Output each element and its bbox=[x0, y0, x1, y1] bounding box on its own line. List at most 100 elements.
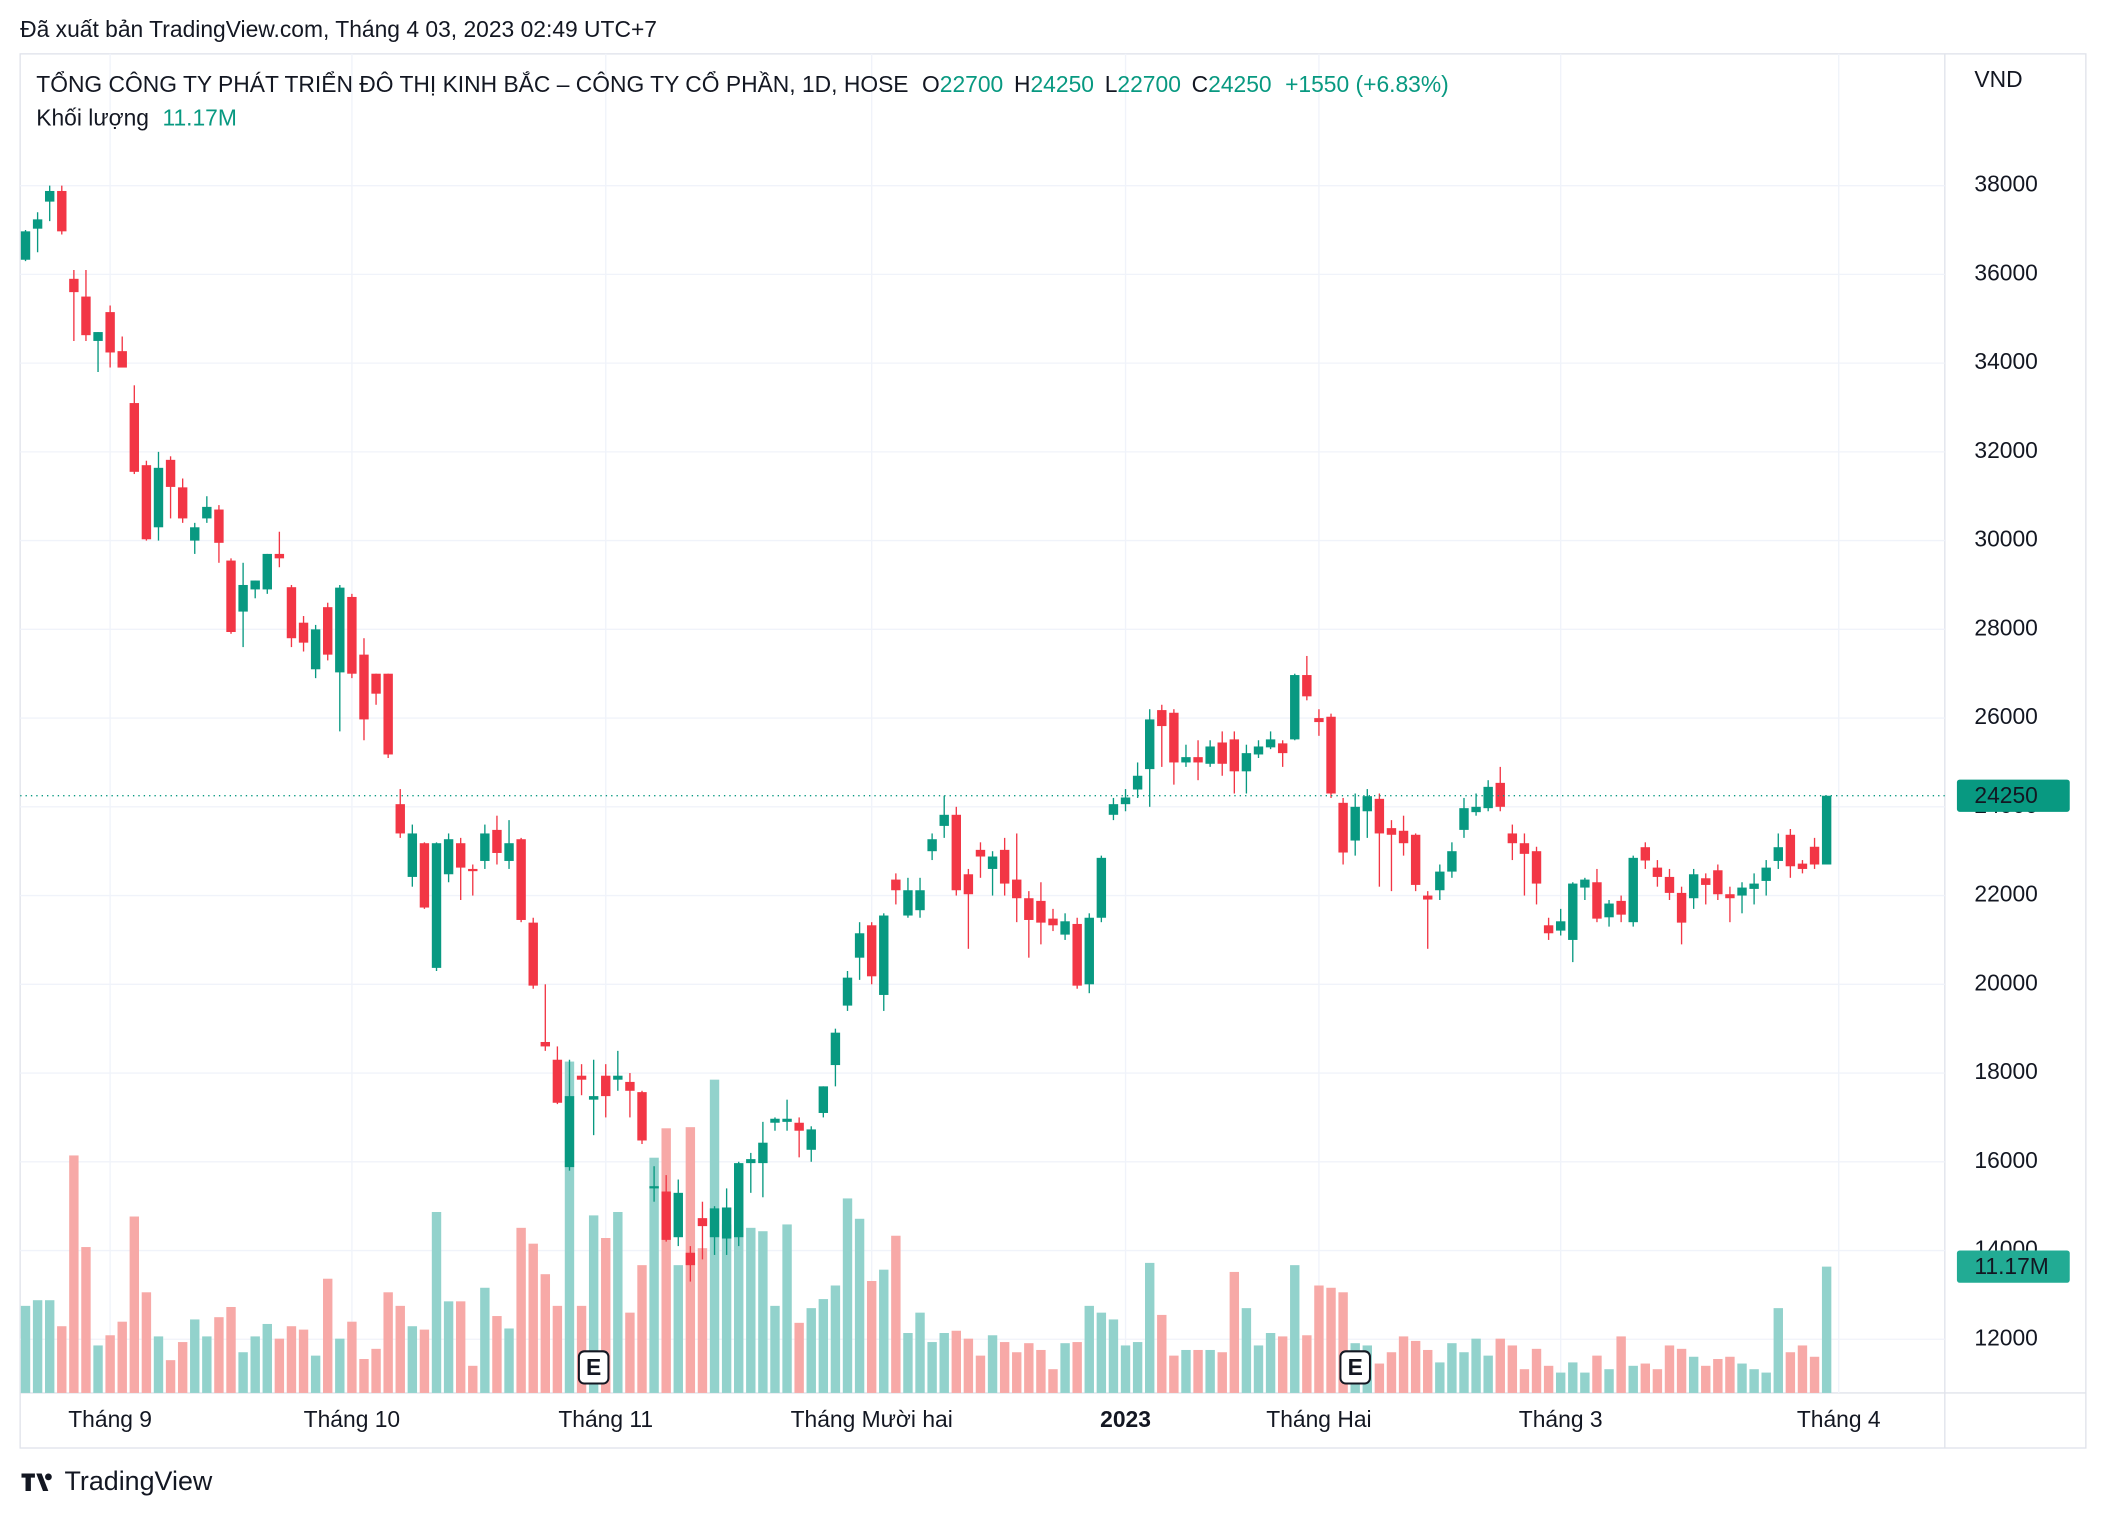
x-tick-label: Tháng Mười hai bbox=[791, 1406, 953, 1432]
volume-bar bbox=[407, 1326, 418, 1393]
volume-bar bbox=[1616, 1336, 1626, 1393]
candle-body bbox=[1096, 857, 1107, 918]
volume-bar bbox=[734, 1164, 744, 1393]
volume-bar bbox=[202, 1336, 212, 1393]
candle-body bbox=[1628, 857, 1638, 923]
volume-bar bbox=[1290, 1265, 1300, 1393]
candle-body bbox=[190, 527, 200, 541]
candle-body bbox=[250, 580, 260, 590]
volume-bar bbox=[1435, 1362, 1445, 1393]
candle-body bbox=[540, 1041, 551, 1047]
volume-bar bbox=[830, 1285, 841, 1393]
volume-bar bbox=[1725, 1356, 1735, 1393]
candle-body bbox=[1193, 757, 1203, 763]
candle-body bbox=[323, 607, 333, 655]
volume-bar bbox=[866, 1280, 877, 1393]
volume-bar bbox=[1628, 1365, 1638, 1393]
volume-bar bbox=[1423, 1349, 1433, 1393]
candle-body bbox=[1205, 746, 1215, 764]
ohlc-value: 24250 bbox=[1030, 71, 1093, 97]
x-tick-label: 2023 bbox=[1100, 1406, 1151, 1432]
y-tick-label: 22000 bbox=[1974, 881, 2037, 907]
candle-body bbox=[1580, 879, 1590, 888]
volume-bar bbox=[1459, 1352, 1469, 1393]
candle-body bbox=[528, 922, 538, 986]
ohlc-value: 22700 bbox=[1117, 71, 1180, 97]
volume-bar bbox=[105, 1335, 115, 1393]
candle-body bbox=[1483, 786, 1493, 809]
candle-body bbox=[1495, 782, 1505, 807]
candle-body bbox=[516, 839, 526, 920]
candle-body bbox=[866, 925, 877, 977]
x-tick-label: Tháng 11 bbox=[558, 1406, 653, 1432]
pane bbox=[20, 185, 1945, 1393]
volume-bar bbox=[1809, 1356, 1820, 1393]
candle-body bbox=[1435, 871, 1445, 891]
volume-bar bbox=[1410, 1340, 1421, 1393]
volume-bar bbox=[177, 1342, 188, 1393]
candle-body bbox=[1785, 834, 1796, 867]
volume-bar bbox=[214, 1317, 224, 1393]
candle-body bbox=[1217, 742, 1227, 764]
candle-body bbox=[262, 553, 272, 590]
volume-bar bbox=[1084, 1305, 1094, 1393]
candle-body bbox=[153, 467, 164, 528]
candle-body bbox=[649, 1186, 659, 1189]
volume-bar bbox=[516, 1227, 526, 1393]
volume-bar bbox=[613, 1211, 623, 1393]
candle-body bbox=[709, 1208, 720, 1238]
volume-bar bbox=[165, 1360, 176, 1393]
volume-bar bbox=[117, 1321, 127, 1393]
volume-bar bbox=[1302, 1335, 1312, 1393]
volume-bar bbox=[359, 1359, 369, 1393]
volume-bar bbox=[1507, 1345, 1518, 1393]
volume-bar bbox=[588, 1215, 599, 1393]
volume-tag-label: 11.17M bbox=[1974, 1253, 2048, 1279]
volume-bar bbox=[1193, 1349, 1203, 1393]
candle-body bbox=[383, 673, 393, 755]
volume-bar bbox=[1580, 1372, 1590, 1393]
volume-bar bbox=[371, 1348, 381, 1393]
candle-body bbox=[1314, 718, 1324, 723]
volume-bar bbox=[1229, 1271, 1240, 1393]
volume-bar bbox=[1713, 1359, 1723, 1393]
volume-bar bbox=[1181, 1349, 1191, 1393]
candle-body bbox=[117, 351, 127, 368]
volume-bar bbox=[601, 1238, 611, 1393]
volume-bar bbox=[226, 1306, 236, 1393]
candle-body bbox=[141, 465, 152, 540]
candle-body bbox=[1326, 716, 1336, 794]
volume-bar bbox=[323, 1278, 333, 1393]
candle-body bbox=[1024, 898, 1034, 920]
candle-body bbox=[504, 843, 514, 861]
volume-bar bbox=[1036, 1349, 1046, 1393]
candle-body bbox=[830, 1032, 841, 1066]
volume-bar bbox=[915, 1312, 925, 1393]
candle-body bbox=[1664, 876, 1675, 893]
volume-bar bbox=[1701, 1365, 1711, 1393]
y-tick-label: 12000 bbox=[1974, 1324, 2037, 1350]
y-tick-label: 30000 bbox=[1974, 526, 2037, 552]
candle-body bbox=[576, 1075, 587, 1080]
candle-body bbox=[1350, 806, 1360, 841]
volume-bar bbox=[1555, 1372, 1566, 1393]
candle-body bbox=[697, 1218, 708, 1227]
candle-body bbox=[939, 814, 949, 826]
volume-bar bbox=[250, 1336, 260, 1393]
candle-body bbox=[20, 231, 31, 260]
volume-bar bbox=[1374, 1363, 1385, 1393]
candle-body bbox=[588, 1096, 599, 1100]
ohlc-label: L bbox=[1105, 71, 1118, 97]
candle-body bbox=[202, 506, 212, 519]
candle-body bbox=[1797, 863, 1808, 869]
candle-body bbox=[1713, 870, 1723, 895]
overlay: 1200014000160001800020000220002400026000… bbox=[36, 66, 2070, 1432]
candle-body bbox=[1048, 918, 1058, 926]
volume-bar bbox=[1241, 1308, 1252, 1393]
candle-body bbox=[1338, 802, 1348, 853]
volume-bar bbox=[528, 1243, 538, 1393]
candle-body bbox=[1290, 675, 1300, 740]
volume-bar bbox=[286, 1326, 297, 1393]
candle-body bbox=[359, 654, 369, 720]
